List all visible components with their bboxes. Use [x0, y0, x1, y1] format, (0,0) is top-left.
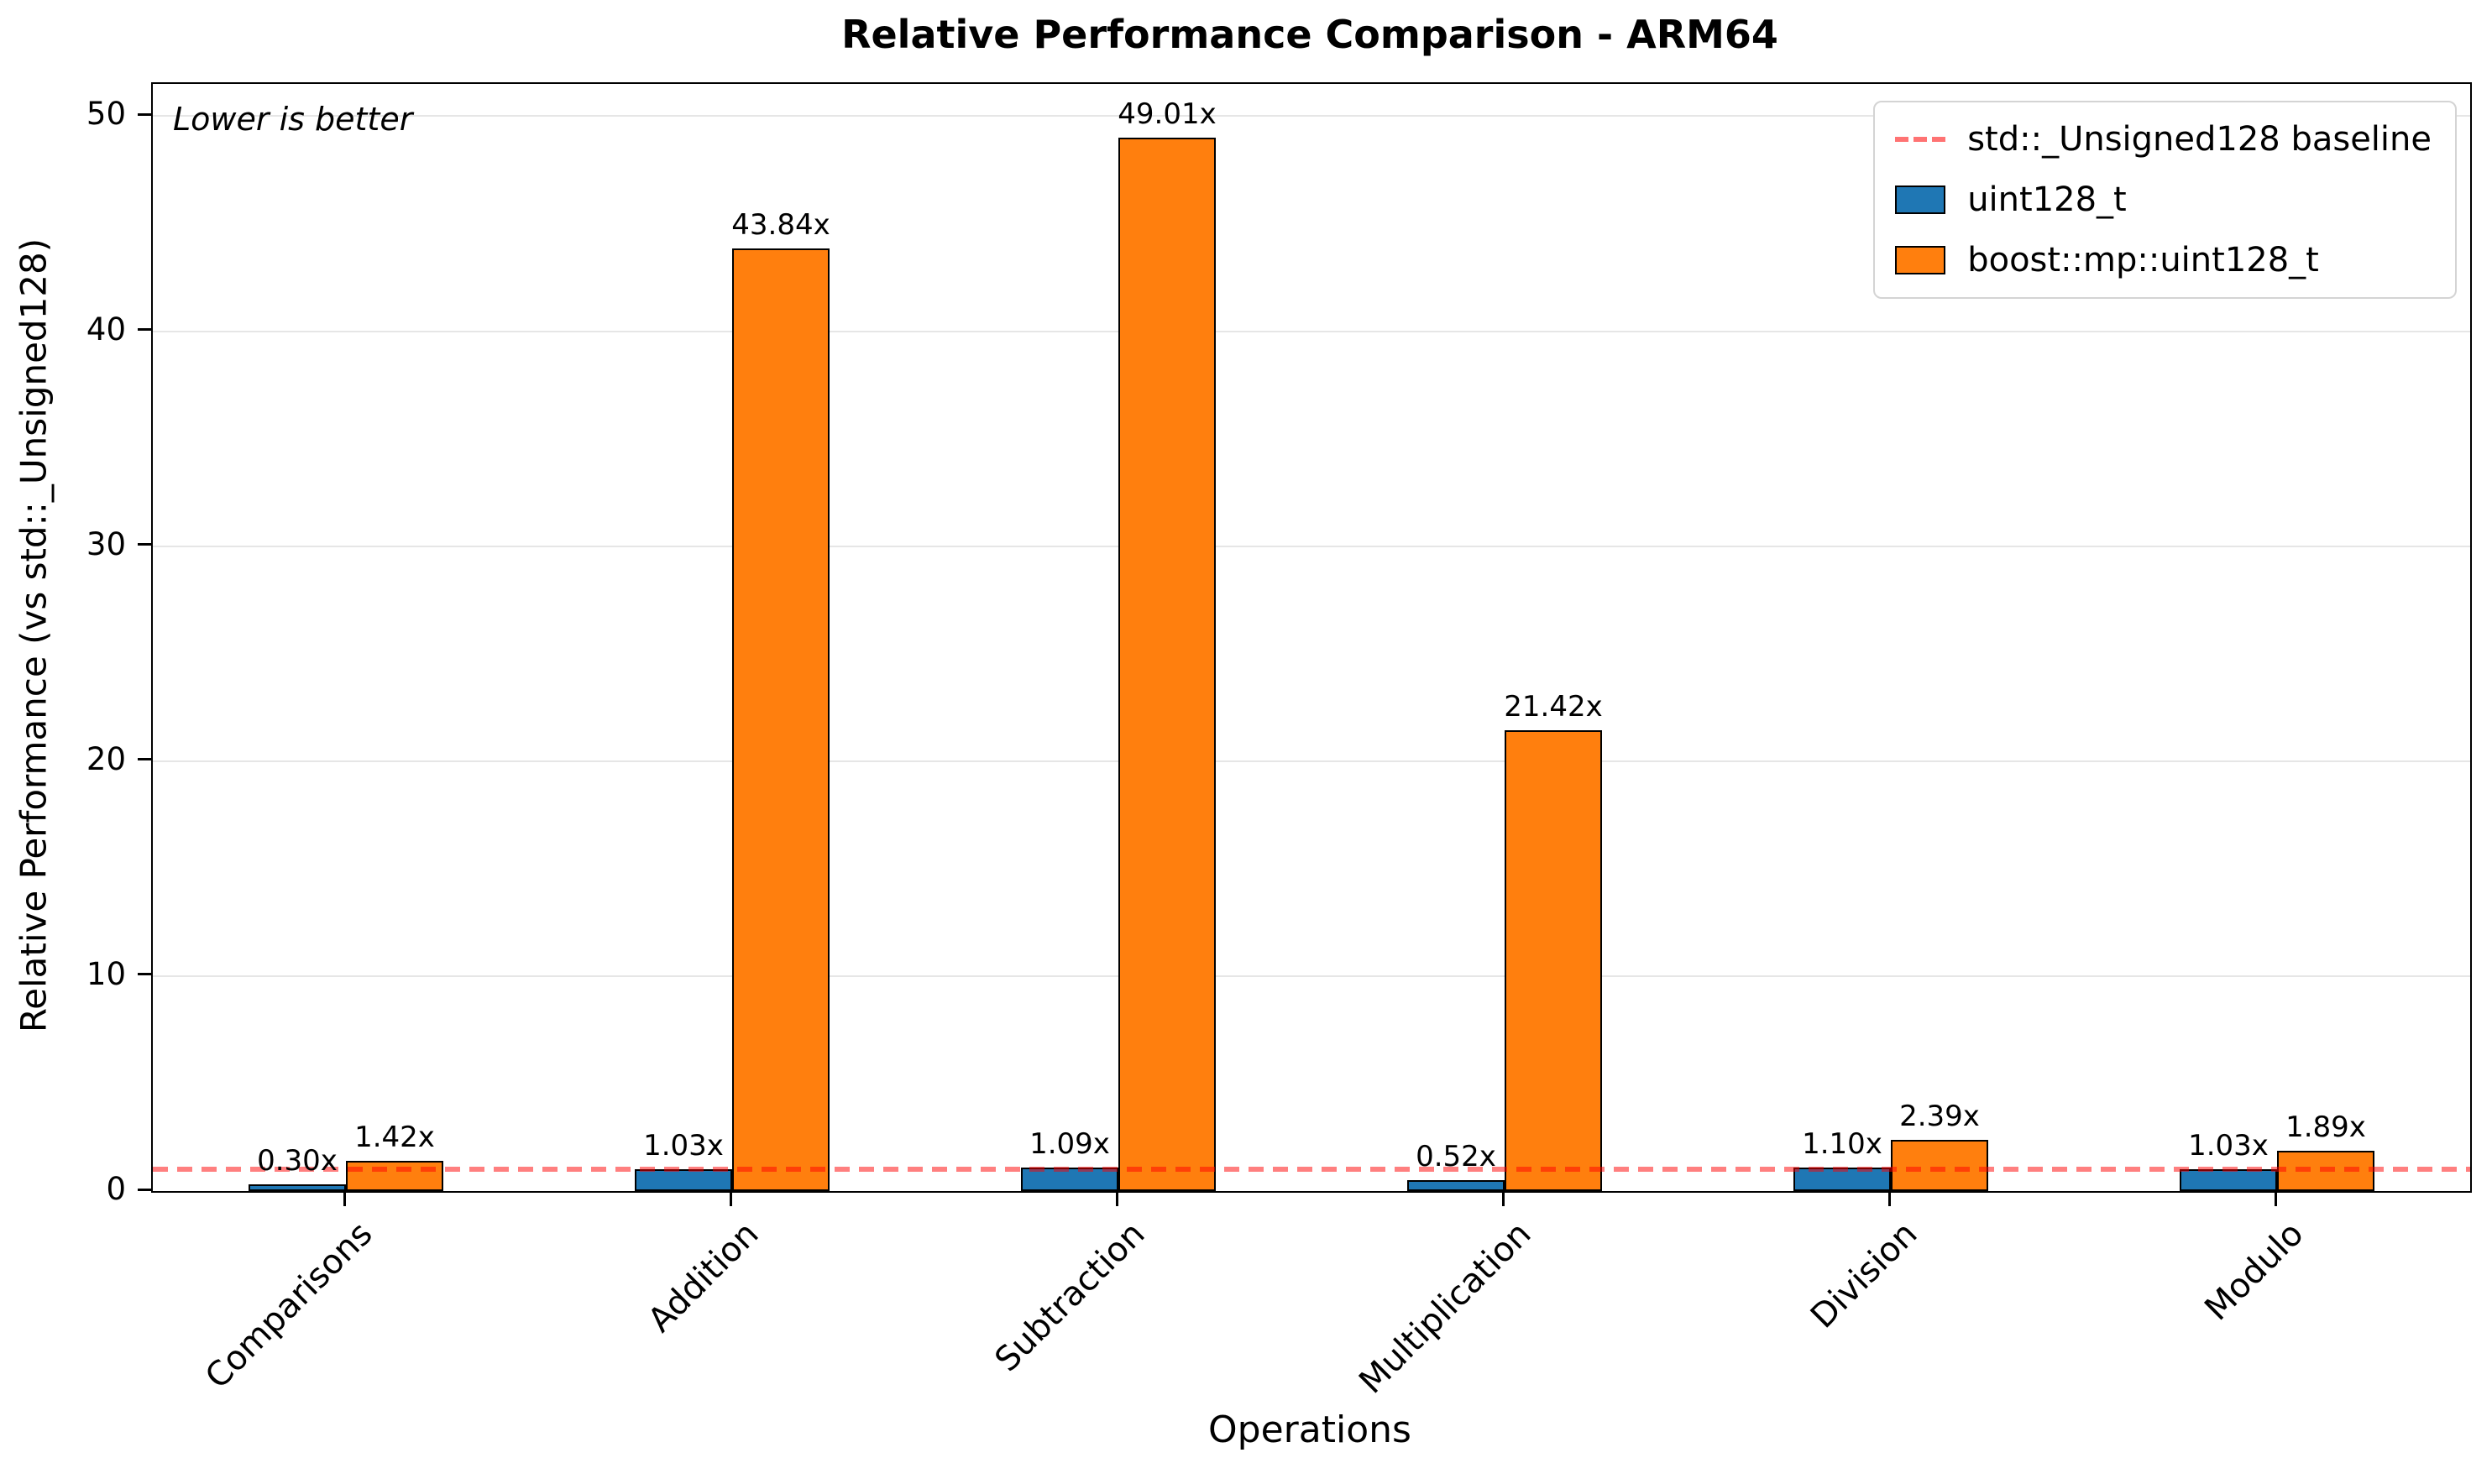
bar-value-label-modulo-0: 1.03x	[2188, 1129, 2269, 1163]
gridline-y-40	[153, 330, 2470, 332]
plot-area: 0.30x 1.42x 1.03x 43.84x 1.09x 49.01x 0.52x 21.…	[151, 82, 2472, 1193]
y-tick-mark-30	[138, 543, 151, 546]
legend: std::_Unsigned128 baseline uint128_t boo…	[1873, 101, 2457, 299]
bar-uint128-t-multiplication	[1407, 1180, 1505, 1191]
x-tick-mark-comparisons	[343, 1191, 346, 1206]
y-tick-mark-50	[138, 112, 151, 116]
y-axis-label: Relative Performance (vs std::_Unsigned1…	[13, 238, 55, 1033]
annotation-lower-is-better: Lower is better	[173, 101, 413, 138]
legend-row-baseline: std::_Unsigned128 baseline	[1895, 119, 2432, 159]
legend-label-series-0: uint128_t	[1967, 180, 2127, 219]
legend-dashed-line-swatch	[1895, 137, 1946, 142]
y-tick-label-50: 50	[86, 96, 126, 133]
bar-value-label-addition-1: 43.84x	[731, 208, 830, 242]
y-tick-label-0: 0	[106, 1171, 126, 1207]
bar-value-label-multiplication-1: 21.42x	[1504, 690, 1603, 724]
bar-value-label-division-1: 2.39x	[1899, 1100, 1980, 1133]
bar-uint128-t-modulo	[2180, 1169, 2277, 1191]
legend-label-series-1: boost::mp::uint128_t	[1967, 241, 2319, 280]
x-axis-label: Operations	[1208, 1408, 1411, 1451]
bar-boost-mp-uint128-t-addition	[732, 248, 830, 1191]
x-tick-mark-subtraction	[1115, 1191, 1118, 1206]
baseline-dashed-line	[153, 1167, 2470, 1173]
legend-row-series-0: uint128_t	[1895, 180, 2432, 220]
bar-value-label-comparisons-0: 0.30x	[257, 1144, 338, 1178]
legend-label-baseline: std::_Unsigned128 baseline	[1967, 120, 2432, 159]
gridline-y-30	[153, 545, 2470, 547]
bar-value-label-comparisons-1: 1.42x	[354, 1121, 435, 1154]
y-tick-label-40: 40	[86, 311, 126, 347]
bar-value-label-subtraction-1: 49.01x	[1118, 97, 1217, 131]
y-tick-label-30: 30	[86, 525, 126, 562]
bar-boost-mp-uint128-t-multiplication	[1505, 730, 1602, 1191]
bar-value-label-addition-0: 1.03x	[643, 1129, 724, 1163]
chart-title: Relative Performance Comparison - ARM64	[841, 12, 1778, 57]
y-tick-mark-20	[138, 758, 151, 761]
x-tick-mark-multiplication	[1501, 1191, 1505, 1206]
gridline-y-20	[153, 760, 2470, 762]
bar-boost-mp-uint128-t-subtraction	[1118, 138, 1216, 1191]
bar-value-label-division-0: 1.10x	[1802, 1127, 1882, 1161]
legend-swatch-uint128	[1895, 186, 1946, 214]
legend-row-series-1: boost::mp::uint128_t	[1895, 240, 2432, 280]
y-tick-label-10: 10	[86, 955, 126, 992]
bar-uint128-t-comparisons	[249, 1184, 346, 1191]
y-tick-label-20: 20	[86, 740, 126, 777]
x-tick-mark-addition	[729, 1191, 732, 1206]
x-tick-mark-modulo	[2274, 1191, 2277, 1206]
bar-value-label-modulo-1: 1.89x	[2285, 1110, 2366, 1144]
bar-value-label-multiplication-0: 0.52x	[1416, 1140, 1496, 1173]
bar-uint128-t-addition	[635, 1169, 732, 1191]
bar-value-label-subtraction-0: 1.09x	[1029, 1127, 1110, 1161]
bar-boost-mp-uint128-t-division	[1891, 1140, 1988, 1191]
gridline-y-10	[153, 975, 2470, 977]
bar-boost-mp-uint128-t-comparisons	[346, 1161, 443, 1191]
x-tick-mark-division	[1887, 1191, 1891, 1206]
gridline-y-50	[153, 115, 2470, 118]
y-tick-mark-0	[138, 1188, 151, 1191]
legend-swatch-boost	[1895, 246, 1946, 274]
y-tick-mark-40	[138, 328, 151, 332]
y-tick-mark-10	[138, 973, 151, 976]
